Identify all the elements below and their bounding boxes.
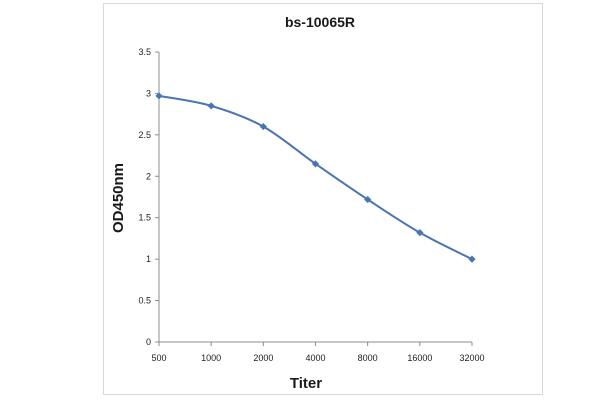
y-tick-label: 1.5	[138, 213, 151, 223]
data-point-marker	[259, 122, 267, 131]
x-tick-label: 500	[151, 353, 166, 363]
x-tick-label: 4000	[305, 353, 325, 363]
data-point-marker	[207, 102, 215, 110]
data-point-marker	[416, 229, 424, 237]
data-point-marker	[311, 160, 320, 168]
x-tick-labels: 500 1000 2000 4000 8000 16000 32000	[151, 342, 485, 363]
series	[155, 92, 476, 263]
data-point-marker	[155, 92, 163, 100]
chart-area	[103, 3, 543, 395]
y-axis-title: OD450nm	[110, 163, 127, 233]
y-tick-label: 0.5	[138, 296, 151, 306]
y-tick-label: 0	[146, 337, 151, 347]
axes	[158, 52, 472, 343]
y-tick-label: 2	[146, 171, 151, 181]
y-tick-label: 2.5	[138, 130, 151, 140]
chart-title: bs-10065R	[285, 14, 355, 30]
x-tick-label: 8000	[358, 353, 378, 363]
series-line	[158, 94, 473, 261]
y-tick-label: 3.5	[138, 47, 151, 57]
y-tick-labels: 0 0.5 1 1.5 2 2.5 3 3.5	[138, 47, 159, 347]
x-axis-title: Titer	[290, 375, 322, 392]
x-tick-label: 32000	[459, 353, 484, 363]
y-tick-label: 3	[146, 88, 151, 98]
data-point-marker	[364, 195, 372, 204]
x-tick-label: 2000	[253, 353, 273, 363]
x-tick-label: 16000	[407, 353, 432, 363]
data-point-marker	[468, 255, 476, 263]
x-tick-label: 1000	[201, 353, 221, 363]
y-tick-label: 1	[146, 254, 151, 264]
